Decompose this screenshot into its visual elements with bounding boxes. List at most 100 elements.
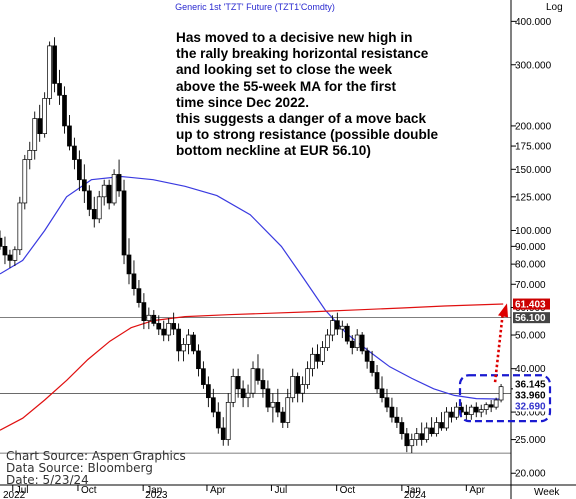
candle [339,320,345,339]
annotation-line: time since Dec 2022. [176,94,309,110]
candle-body [136,288,142,303]
candle [151,310,157,327]
candle-body [310,353,315,370]
candle [275,388,281,418]
value-tag: 32.690 [513,400,550,412]
y-tick-label: 100.000 [515,226,552,237]
candle [384,388,390,413]
candle [220,417,226,446]
candle [409,433,415,454]
candle [116,159,122,197]
value-tag-box [513,298,550,310]
candle [166,317,172,342]
candle-body [344,325,350,342]
candle [439,412,444,431]
year-label: 2024 [404,490,427,499]
candle [399,417,405,440]
x-tick-label: Apr [210,485,226,496]
candle-body [498,386,504,401]
candle [364,347,370,369]
candle [101,179,107,206]
candle [320,341,325,365]
candle-body [72,145,77,160]
value-tag: 33.960 [513,389,550,401]
annotation-line: and looking set to close the week [176,62,393,78]
candle [47,41,52,105]
annotation-line: the rally breaking horizontal resistance [176,46,429,62]
candle-body [220,427,226,440]
candle [86,185,92,217]
candle [42,92,48,138]
candle-body [146,314,152,321]
candle [424,422,430,443]
y-tick-label: 150.000 [515,165,552,176]
candle [404,427,410,453]
candle-body [404,433,410,447]
candle [280,407,286,428]
chart-title: Generic 1st 'TZT' Future (TZT1'Comdty) [175,2,335,12]
candle [235,368,241,398]
candle-body [101,184,107,198]
candle-body [2,246,8,256]
candle-body [335,320,340,330]
y-axis: 20.00025.00030.00035.00040.00050.00060.0… [511,17,552,480]
candle-body [131,273,137,289]
candle [454,402,459,420]
candle-body [67,125,72,147]
candle [186,329,191,355]
candle-body [270,401,276,408]
candle-body [255,368,261,381]
candle [12,246,18,267]
annotation-line: above the 55-week MA for the first [176,78,397,94]
analyst-annotation: Has moved to a decisive new high in the … [176,30,506,160]
period-label: Week [534,487,560,498]
annotation-line: Has moved to a decisive new high in [176,30,413,45]
candle [344,323,350,345]
candle-body [77,159,82,181]
candle-body [91,209,97,220]
candle-body [359,334,365,352]
candle [215,402,221,434]
candle-body [468,406,474,415]
candle-body [235,376,241,390]
y-tick-label: 300.000 [515,60,552,71]
candle-body [290,376,296,399]
y-tick-label: 25.000 [515,435,546,446]
candle [468,404,474,420]
candle-body [126,254,132,275]
candle-body [245,392,251,399]
candlesticks [0,37,504,454]
moving-average-line [0,175,504,400]
candle [330,315,335,342]
candle-body [414,433,420,440]
candle [111,169,117,206]
x-axis: Jul Oct Jan Apr Jul Oct Jan Apr 2022 2023 2024 [3,485,486,499]
candle-body [439,422,444,429]
candle [136,280,142,308]
candle [290,368,296,403]
candle-body [389,406,395,418]
candle-body [379,388,385,399]
candle-body [0,237,3,247]
candle-body [478,409,484,413]
candle [62,86,67,134]
y-tick-label: 400.000 [515,17,552,28]
candle-body [483,404,489,410]
candle-body [215,411,221,429]
candle-body [409,439,415,447]
candle [245,384,251,408]
candle [434,417,439,437]
y-tick-label: 70.000 [515,280,546,291]
candle-body [96,196,102,220]
candle-body [280,411,286,423]
value-tag-label: 36.145 [515,379,546,390]
value-tag-box [513,312,550,324]
candle-body [191,334,196,352]
candle [2,236,8,265]
candle-body [47,45,52,99]
horizontal-levels [0,317,511,454]
candle [478,404,484,418]
candle [121,179,127,265]
candle [250,361,256,398]
candle [57,69,62,105]
